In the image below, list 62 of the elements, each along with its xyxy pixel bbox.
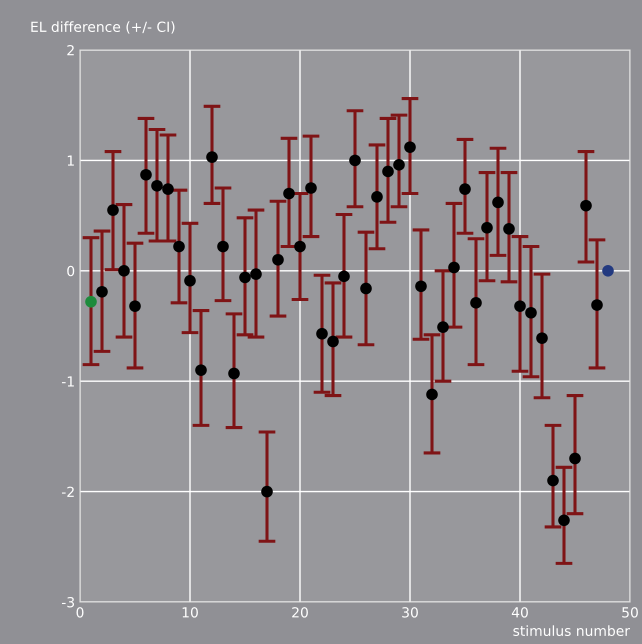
point	[107, 204, 119, 216]
point	[393, 159, 405, 171]
y-tick-label: 0	[67, 266, 74, 276]
x-tick-label: 10	[182, 607, 198, 618]
point	[151, 180, 163, 192]
point	[250, 268, 262, 280]
x-tick-label: 0	[76, 607, 84, 618]
point	[481, 222, 493, 234]
point	[316, 328, 328, 340]
point	[118, 264, 130, 277]
point	[525, 306, 537, 319]
x-tick-label: 50	[622, 607, 638, 618]
point	[239, 272, 251, 284]
point	[470, 297, 482, 309]
point	[371, 191, 383, 203]
point	[437, 321, 449, 333]
point	[404, 141, 416, 153]
point	[448, 262, 460, 274]
point	[338, 270, 350, 282]
point	[459, 183, 471, 195]
point	[349, 154, 361, 166]
point	[217, 240, 229, 252]
y-tick-label: 2	[67, 44, 74, 56]
point	[261, 486, 273, 498]
point	[360, 282, 372, 294]
point	[327, 336, 339, 348]
point	[382, 166, 394, 178]
point	[129, 300, 141, 312]
point	[228, 368, 240, 380]
y-tick-label: -2	[62, 486, 74, 497]
point	[415, 280, 427, 292]
point	[547, 474, 559, 486]
x-tick-label: 40	[512, 607, 528, 618]
point	[558, 514, 570, 526]
y-tick-label: -1	[62, 376, 74, 386]
point	[85, 296, 97, 308]
point	[602, 264, 614, 277]
x-axis-title: stimulus number	[513, 625, 630, 636]
point	[173, 240, 185, 252]
point	[569, 452, 581, 464]
point	[162, 183, 174, 195]
point	[492, 196, 504, 208]
point	[591, 299, 603, 311]
y-tick-label: -3	[62, 596, 74, 608]
point	[272, 254, 284, 266]
x-tick-label: 30	[402, 607, 418, 618]
point	[305, 182, 317, 194]
x-tick-label: 20	[292, 607, 308, 618]
point	[206, 151, 218, 163]
point	[514, 300, 526, 312]
point	[96, 286, 108, 298]
y-axis-title: EL difference (+/- CI)	[31, 21, 174, 34]
point	[536, 332, 548, 344]
point	[140, 168, 152, 181]
point	[580, 200, 592, 212]
point	[283, 188, 295, 200]
point	[426, 388, 438, 400]
point	[503, 223, 515, 235]
point	[195, 364, 207, 376]
point	[184, 274, 196, 287]
y-tick-label: 1	[68, 156, 74, 166]
point	[294, 240, 306, 252]
